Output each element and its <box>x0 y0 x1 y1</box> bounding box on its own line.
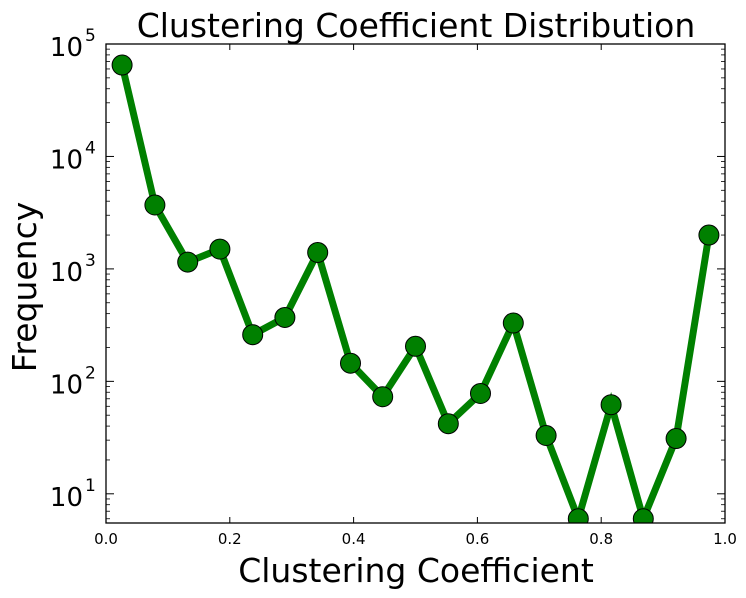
y-tick-base: 10 <box>50 258 83 288</box>
x-tick-label: 0.0 <box>94 530 118 548</box>
y-tick-base: 10 <box>50 145 83 175</box>
plot-frame <box>105 43 726 524</box>
data-point <box>111 54 133 76</box>
x-tick-label: 1.0 <box>713 530 737 548</box>
data-point <box>144 194 166 216</box>
x-tick-label: 0.4 <box>342 530 366 548</box>
data-point <box>307 241 329 263</box>
data-series <box>111 54 720 523</box>
y-tick-exponent: 2 <box>85 363 96 383</box>
data-point <box>567 508 589 523</box>
y-tick-label: 10 <box>50 145 83 175</box>
data-point <box>177 251 199 273</box>
data-point <box>502 312 524 334</box>
data-point <box>437 413 459 435</box>
y-tick-label: 10 <box>50 483 83 513</box>
data-point <box>665 428 687 450</box>
y-tick-base: 10 <box>50 483 83 513</box>
data-point <box>600 394 622 416</box>
x-tick-label: 0.2 <box>218 530 242 548</box>
data-point <box>632 508 654 523</box>
series-group <box>111 54 720 523</box>
data-point <box>274 306 296 328</box>
y-tick-base: 10 <box>50 370 83 400</box>
x-tick-label: 0.8 <box>589 530 613 548</box>
y-tick-exponent: 3 <box>85 251 96 271</box>
y-tick-exponent: 5 <box>85 26 96 46</box>
chart-title: Clustering Coefficient Distribution <box>137 6 696 45</box>
data-point <box>340 352 362 374</box>
data-point <box>698 224 720 246</box>
data-point <box>405 335 426 357</box>
y-tick-exponent: 4 <box>85 138 96 158</box>
y-tick-label: 10 <box>50 258 83 288</box>
data-point <box>209 238 231 260</box>
data-point <box>242 324 264 346</box>
y-tick-label: 10 <box>50 370 83 400</box>
data-point <box>535 424 557 446</box>
y-axis-label: Frequency <box>5 202 44 372</box>
series-line <box>118 64 713 523</box>
x-axis-label: Clustering Coefficient <box>238 551 594 590</box>
y-tick-label: 10 <box>50 33 83 63</box>
y-tick-exponent: 1 <box>85 476 96 496</box>
data-point <box>469 382 491 404</box>
y-tick-base: 10 <box>50 33 83 63</box>
data-point <box>372 386 394 408</box>
x-tick-label: 0.6 <box>465 530 489 548</box>
